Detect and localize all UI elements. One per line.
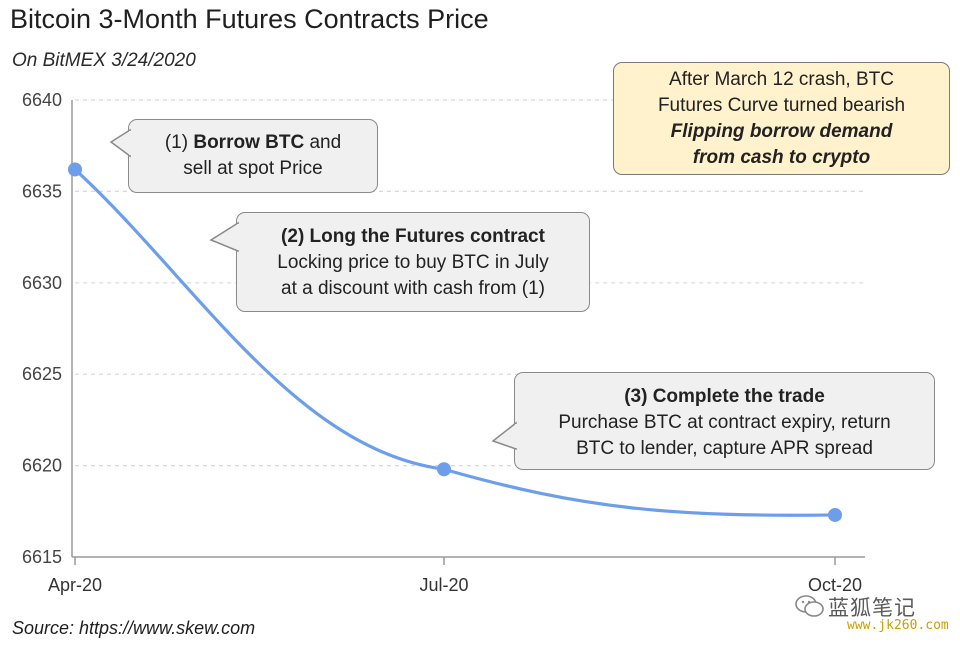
callout-complete-trade: (3) Complete the trade Purchase BTC at c… [491,372,935,470]
watermark-name: 蓝狐笔记 [828,597,916,620]
source-note: Source: https://www.skew.com [12,618,256,638]
x-axis: Apr-20 Jul-20 Oct-20 [48,100,865,595]
y-tick-label: 6625 [22,364,62,384]
callout-pointer [109,128,132,158]
wechat-logo-icon [795,595,824,617]
data-point [828,507,842,522]
x-tick-label: Apr-20 [48,575,102,595]
data-point [437,462,451,477]
series-line [73,167,837,517]
callout-line: from cash to crypto [692,147,871,168]
callout-borrow-btc: (1) Borrow BTC and sell at spot Price [109,119,378,193]
callout-pointer [209,221,240,253]
callout-line: (2) Long the Futures contract [281,226,545,247]
callout-line: Futures Curve turned bearish [657,95,906,116]
watermark-url: www.jk260.com [847,618,949,633]
callout-pointer [491,421,518,451]
data-points [68,162,842,522]
callout-line: at a discount with cash from (1) [281,278,545,299]
chart-subtitle: On BitMEX 3/24/2020 [12,50,196,71]
callout-line: sell at spot Price [183,158,323,179]
chart-title: Bitcoin 3-Month Futures Contracts Price [10,4,489,34]
watermark: 蓝狐笔记 www.jk260.com [795,592,955,636]
callout-line: (3) Complete the trade [624,386,825,407]
callout-line: (1) Borrow BTC and [164,132,342,153]
y-tick-label: 6615 [22,547,62,567]
callout-line: After March 12 crash, BTC [669,69,894,90]
callout-bearish-curve: After March 12 crash, BTC Futures Curve … [613,62,950,175]
x-tick-label: Jul-20 [419,575,468,595]
data-point [68,162,82,177]
callout-line: Purchase BTC at contract expiry, return [558,412,891,433]
y-axis-ticks: 6615 6620 6625 6630 6635 6640 [22,90,62,567]
callout-line: BTC to lender, capture APR spread [576,438,873,459]
y-tick-label: 6630 [22,273,62,293]
callout-line: Locking price to buy BTC in July [277,252,549,273]
y-tick-label: 6640 [22,90,62,110]
series-path [73,167,837,517]
x-tick-label: Oct-20 [808,575,862,595]
y-tick-label: 6620 [22,456,62,476]
callout-line: Flipping borrow demand [670,121,893,142]
callout-long-futures: (2) Long the Futures contract Locking pr… [209,212,590,312]
y-tick-label: 6635 [22,181,62,201]
